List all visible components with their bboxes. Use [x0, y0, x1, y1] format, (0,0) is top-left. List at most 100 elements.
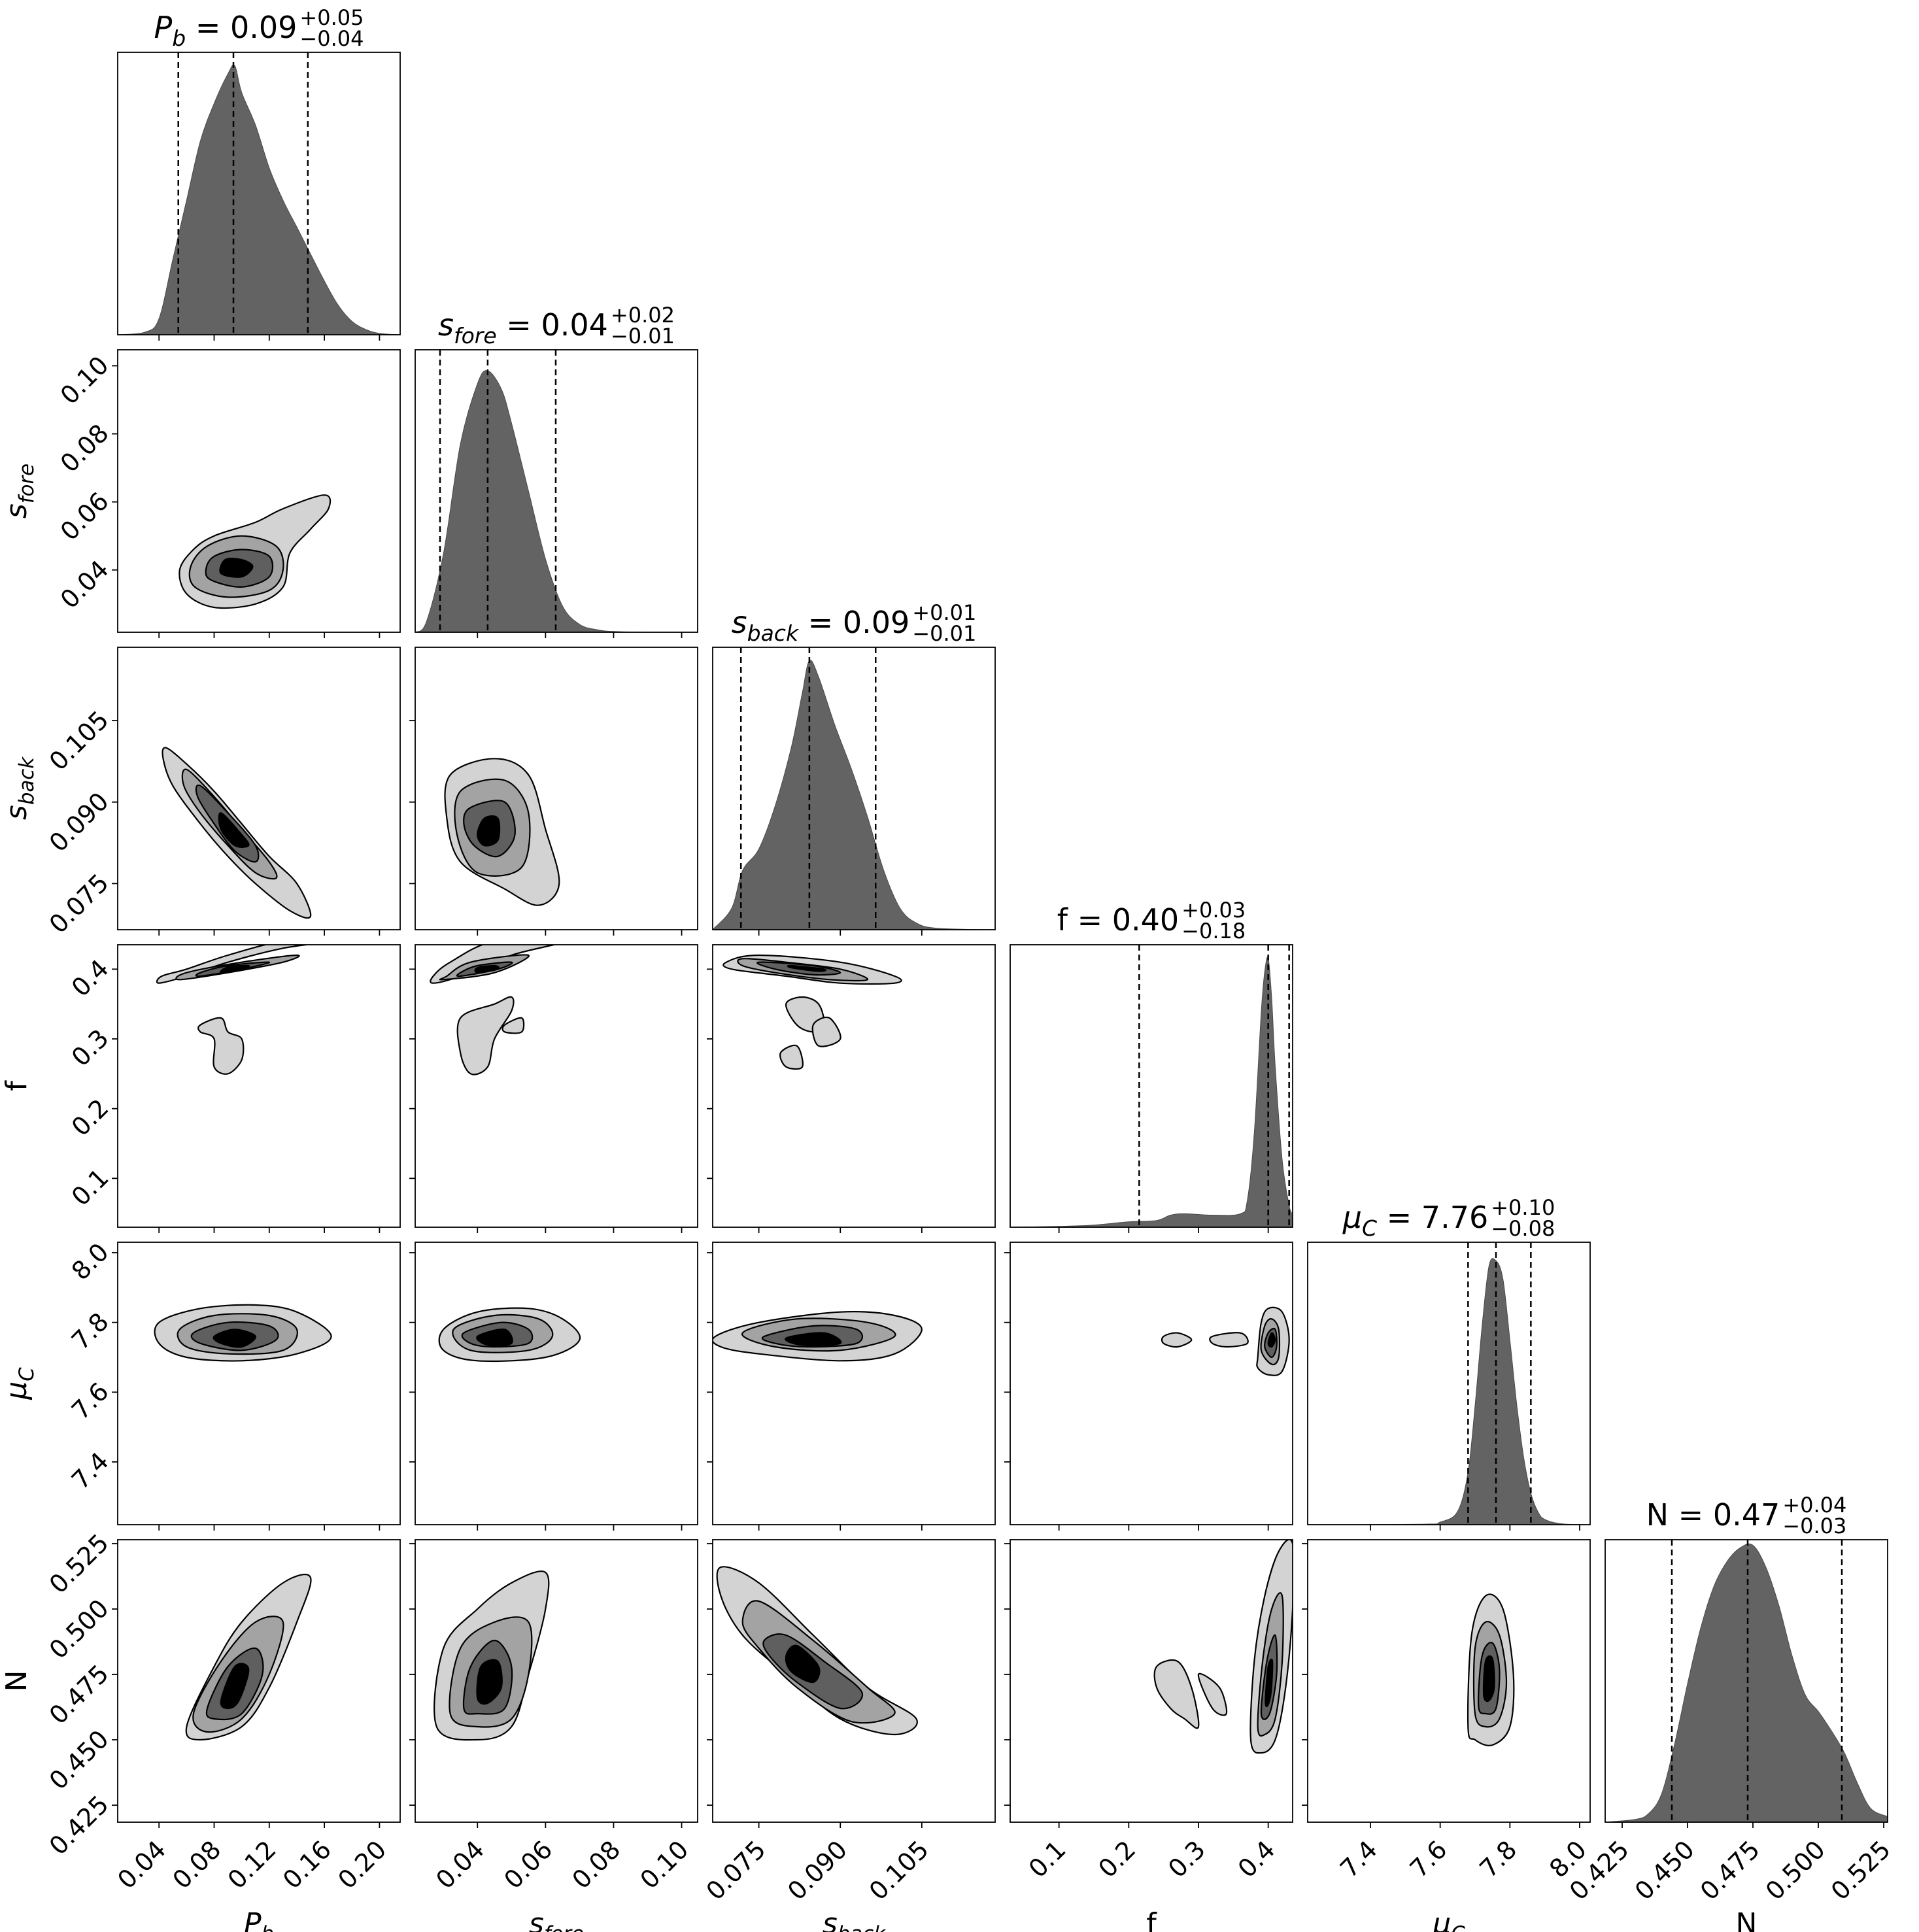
x-tick-label: 7.8	[1474, 1835, 1522, 1884]
x-tick-label: 0.525	[1826, 1835, 1896, 1906]
histogram-muC: μC = 7.76 +0.10−0.08	[1307, 1195, 1591, 1531]
title-lower-error: −0.18	[1181, 919, 1246, 943]
panel-frame	[415, 349, 698, 633]
contour-level-4	[1265, 1658, 1274, 1708]
panel-frame	[117, 52, 401, 335]
y-tick-label: 0.3	[66, 1024, 114, 1072]
y-tick-label: 7.6	[66, 1377, 114, 1425]
panel-frame	[415, 647, 698, 930]
panel-frame	[1010, 944, 1293, 1228]
contour-island	[1153, 1659, 1200, 1729]
contour-panel-f-vs-Pb: 0.1 0.2 0.3 0.4	[66, 944, 401, 1233]
y-tick-label: 0.105	[44, 705, 114, 776]
panel-frame	[117, 1242, 401, 1525]
contour-panel-sback-vs-Pb: 0.075 0.090 0.105	[44, 647, 401, 939]
contour-island	[811, 1017, 841, 1047]
y-tick-label: 0.475	[44, 1659, 114, 1730]
y-axis-label-muC: μC	[0, 1367, 39, 1400]
contour-level-4	[212, 1329, 256, 1348]
panel-frame	[117, 349, 401, 633]
contour-island	[501, 1017, 525, 1034]
histogram-N: N = 0.47 +0.04−0.030.4250.4500.4750.5000.…	[1564, 1493, 1896, 1906]
y-tick-label: 0.1	[66, 1163, 114, 1212]
panel-frame	[1605, 1539, 1888, 1823]
y-tick-label: 0.06	[55, 486, 114, 546]
y-tick-label: 0.08	[55, 418, 114, 478]
contour-level-4	[476, 1329, 513, 1347]
title-upper-error: +0.04	[1782, 1493, 1846, 1517]
contour-level-4	[220, 1663, 250, 1710]
contour-island	[1161, 1332, 1193, 1348]
y-axis-label-N: N	[0, 1670, 33, 1692]
contour-panel-N-vs-muC: 7.4 7.6 7.8 8.0	[1302, 1539, 1592, 1884]
panel-frame	[117, 944, 401, 1228]
contour-island	[456, 996, 515, 1076]
panel-title: f = 0.40	[1057, 902, 1179, 938]
y-tick-label: 0.525	[44, 1529, 114, 1599]
y-axis-label-sback: sback	[0, 756, 39, 820]
y-tick-label: 7.4	[66, 1447, 114, 1495]
contour-level-4	[784, 1332, 842, 1347]
histogram-fill	[1605, 1543, 1888, 1822]
title-upper-error: +0.02	[611, 303, 675, 328]
panel-frame	[712, 1242, 996, 1525]
x-tick-label: 0.105	[864, 1835, 934, 1906]
contour-panel-sback-vs-sfore	[409, 647, 698, 936]
x-axis-label-Pb: Pb	[244, 1907, 274, 1932]
x-tick-label: 0.04	[112, 1835, 171, 1895]
title-upper-error: +0.05	[299, 5, 364, 30]
histogram-sfore: sfore = 0.04 +0.02−0.01	[415, 303, 698, 638]
panel-frame	[415, 1539, 698, 1823]
y-axis-label-sfore: sfore	[0, 464, 39, 518]
panel-frame	[712, 944, 996, 1228]
panel-title: μC = 7.76	[1342, 1200, 1489, 1241]
histogram-fill	[415, 370, 698, 632]
panel-title: sfore = 0.04	[438, 307, 608, 348]
x-tick-label: 0.20	[332, 1835, 392, 1895]
x-tick-label: 0.090	[782, 1835, 853, 1906]
histogram-Pb: Pb = 0.09 +0.05−0.04	[117, 5, 401, 341]
title-upper-error: +0.10	[1491, 1195, 1555, 1220]
x-axis-label-f: f	[1146, 1907, 1157, 1932]
y-tick-label: 0.090	[44, 787, 114, 857]
x-tick-label: 0.4	[1232, 1835, 1281, 1884]
contour-panel-muC-vs-sback	[707, 1242, 996, 1531]
contour-level-4	[1482, 1655, 1495, 1703]
x-tick-label: 0.16	[277, 1835, 337, 1895]
contour-panel-N-vs-sfore: 0.04 0.06 0.08 0.10	[409, 1539, 698, 1895]
panel-title: Pb = 0.09	[154, 10, 297, 51]
contour-island	[1209, 1332, 1249, 1348]
histogram-sback: sback = 0.09 +0.01−0.01	[712, 600, 996, 936]
contour-level-4	[219, 558, 254, 578]
x-tick-label: 0.475	[1695, 1835, 1765, 1906]
title-lower-error: −0.01	[912, 621, 976, 646]
x-tick-label: 0.04	[430, 1835, 490, 1895]
contour-level-4	[218, 812, 250, 848]
x-tick-label: 0.10	[635, 1835, 694, 1895]
contour-panel-f-vs-sfore	[409, 944, 698, 1233]
contour-level-4	[787, 964, 827, 972]
title-lower-error: −0.08	[1491, 1216, 1555, 1241]
panel-frame	[1010, 1539, 1293, 1823]
y-tick-label: 0.450	[44, 1725, 114, 1795]
histogram-f: f = 0.40 +0.03−0.18	[1010, 898, 1293, 1233]
y-tick-label: 8.0	[66, 1238, 114, 1286]
y-tick-label: 0.425	[44, 1790, 114, 1861]
panel-frame	[712, 1539, 996, 1823]
contour-island	[1197, 1672, 1228, 1716]
x-tick-label: 0.08	[167, 1835, 227, 1895]
panel-frame	[1010, 1242, 1293, 1525]
histogram-fill	[1010, 957, 1293, 1227]
contour-panel-muC-vs-sfore	[409, 1242, 698, 1531]
histogram-fill	[713, 660, 995, 930]
contour-panel-f-vs-sback	[707, 944, 996, 1233]
panel-frame	[1307, 1242, 1591, 1525]
panel-title: N = 0.47	[1646, 1497, 1780, 1533]
x-axis-label-sfore: sfore	[529, 1907, 584, 1932]
x-axis-label-N: N	[1736, 1907, 1758, 1932]
y-tick-label: 0.500	[44, 1594, 114, 1665]
y-tick-label: 0.2	[66, 1093, 114, 1142]
x-tick-label: 0.08	[566, 1835, 626, 1895]
y-tick-label: 0.075	[44, 868, 114, 939]
y-tick-label: 0.10	[55, 350, 114, 410]
